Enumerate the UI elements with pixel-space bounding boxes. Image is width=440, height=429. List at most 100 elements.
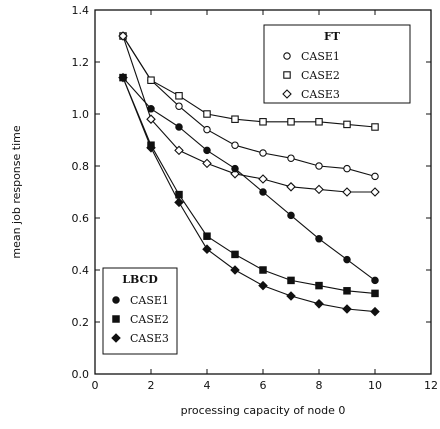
- data-point-lbcd-case2: [203, 232, 211, 240]
- x-axis-title: processing capacity of node 0: [181, 404, 346, 417]
- data-point-ft-case2: [231, 115, 239, 123]
- data-point-lbcd-case1: [259, 188, 267, 196]
- legend-ft-box: [263, 24, 411, 104]
- data-point-ft-case1: [287, 154, 295, 162]
- legend-ft: FT CASE1 CASE2 CASE3: [263, 24, 411, 104]
- data-point-lbcd-case1: [203, 146, 211, 155]
- legend-ft-title: FT: [324, 30, 341, 43]
- data-point-ft-case3: [314, 184, 324, 195]
- legend-label-ft-case1: CASE1: [301, 50, 340, 63]
- series-ft-case3: [118, 31, 380, 197]
- data-point-lbcd-case1: [231, 164, 239, 173]
- x-tick-label: 8: [316, 379, 323, 392]
- data-point-ft-case3: [342, 187, 352, 197]
- y-tick-label: 1.2: [72, 56, 90, 69]
- data-point-lbcd-case2: [371, 289, 379, 298]
- series-line-ft-case2: [122, 35, 376, 128]
- data-point-lbcd-case2: [231, 250, 239, 259]
- data-point-lbcd-case1: [287, 211, 295, 220]
- data-point-ft-case2: [315, 118, 323, 126]
- data-point-lbcd-case3: [230, 265, 240, 275]
- y-tick-label: 0.8: [72, 160, 90, 173]
- data-point-ft-case2: [175, 92, 183, 100]
- data-point-lbcd-case1: [371, 276, 379, 285]
- legend-label-lbcd-case3: CASE3: [130, 332, 169, 345]
- series-lbcd-case2: [119, 73, 379, 298]
- data-point-lbcd-case3: [118, 72, 128, 83]
- data-point-ft-case1: [371, 172, 379, 181]
- series-layer: [118, 31, 380, 317]
- data-point-lbcd-case2: [259, 266, 267, 274]
- data-point-ft-case2: [147, 76, 155, 84]
- y-tick-label: 1.0: [72, 108, 90, 121]
- legend-label-lbcd-case1: CASE1: [130, 294, 169, 307]
- data-point-ft-case2: [287, 118, 295, 126]
- data-point-lbcd-case2: [287, 276, 295, 285]
- data-point-lbcd-case1: [175, 123, 183, 131]
- series-line-lbcd-case1: [122, 77, 376, 281]
- series-lbcd-case1: [119, 73, 379, 285]
- series-line-ft-case1: [122, 35, 376, 177]
- y-axis-title: mean job response time: [10, 125, 23, 259]
- series-lbcd-case3: [118, 72, 380, 317]
- series-ft-case1: [119, 32, 379, 181]
- data-point-lbcd-case2: [343, 287, 351, 295]
- data-point-ft-case1: [175, 102, 183, 110]
- data-point-ft-case3: [230, 169, 240, 179]
- legend-marker-ft-case3: [282, 89, 292, 99]
- data-point-ft-case1: [231, 141, 239, 149]
- legend-marker-lbcd-case1: [112, 296, 120, 304]
- y-tick-label: 0.0: [72, 368, 90, 381]
- data-point-lbcd-case3: [314, 299, 324, 309]
- data-point-ft-case3: [370, 187, 380, 197]
- data-point-ft-case3: [258, 174, 268, 184]
- data-point-lbcd-case3: [286, 291, 296, 301]
- data-point-ft-case3: [174, 145, 184, 156]
- data-point-lbcd-case2: [315, 281, 323, 290]
- y-tick-label: 0.2: [72, 316, 90, 329]
- series-line-lbcd-case3: [122, 77, 376, 313]
- data-point-ft-case3: [146, 114, 156, 124]
- x-tick-label: 0: [92, 379, 99, 392]
- data-point-lbcd-case1: [343, 255, 351, 264]
- data-point-lbcd-case3: [146, 143, 156, 153]
- x-tick-label: 2: [148, 379, 155, 392]
- data-point-lbcd-case3: [342, 304, 352, 314]
- y-tick-label: 0.4: [72, 264, 90, 277]
- data-point-ft-case2: [259, 118, 267, 126]
- data-point-ft-case3: [118, 31, 128, 41]
- data-point-lbcd-case3: [258, 280, 268, 291]
- series-line-ft-case3: [122, 35, 375, 193]
- data-point-lbcd-case1: [147, 105, 155, 113]
- legend-marker-lbcd-case2: [112, 315, 120, 323]
- data-point-ft-case2: [371, 123, 379, 131]
- data-point-ft-case1: [315, 162, 323, 170]
- data-point-lbcd-case3: [174, 197, 184, 208]
- legend-marker-lbcd-case3: [111, 333, 121, 343]
- data-point-ft-case2: [343, 120, 351, 129]
- data-point-ft-case1: [203, 125, 211, 134]
- data-point-ft-case1: [343, 164, 351, 173]
- data-point-lbcd-case3: [370, 306, 380, 317]
- legend-marker-ft-case1: [283, 52, 291, 60]
- y-tick-label: 1.4: [72, 4, 90, 17]
- x-tick-label: 6: [260, 379, 267, 392]
- legend-lbcd-title: LBCD: [122, 273, 158, 286]
- axis-ticks: 0 2 4 6 8 10 12 0.0 0.2 0.4 0.6 0.8 1.0 1.2 1.4: [72, 4, 439, 392]
- legend-label-ft-case3: CASE3: [301, 88, 340, 101]
- x-tick-label: 12: [424, 379, 438, 392]
- data-point-ft-case1: [259, 149, 267, 157]
- data-point-ft-case3: [286, 182, 296, 192]
- x-tick-label: 10: [368, 379, 382, 392]
- legend-lbcd: LBCD CASE1 CASE2 CASE3: [102, 267, 178, 355]
- y-tick-label: 0.6: [72, 212, 90, 225]
- series-line-lbcd-case2: [122, 77, 376, 294]
- data-point-ft-case2: [203, 110, 211, 118]
- legend-label-lbcd-case2: CASE2: [130, 313, 169, 326]
- data-point-lbcd-case3: [202, 244, 212, 254]
- legend-marker-ft-case2: [283, 71, 291, 79]
- data-point-lbcd-case1: [315, 235, 323, 243]
- x-tick-label: 4: [204, 379, 211, 392]
- data-point-ft-case3: [202, 158, 212, 169]
